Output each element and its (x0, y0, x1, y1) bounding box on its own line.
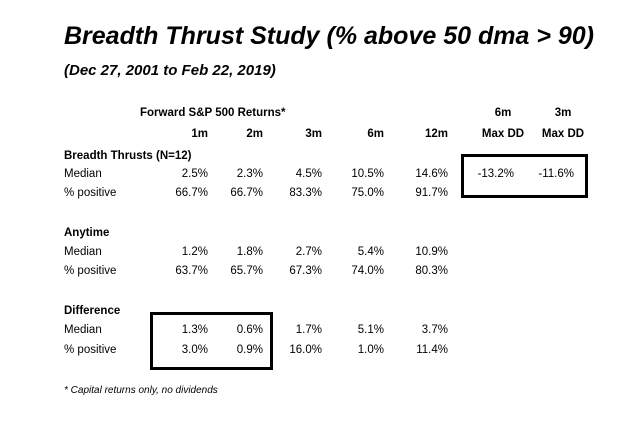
section-heading-breadth: Breadth Thrusts (N=12) (64, 150, 192, 162)
cell-difference-positive-2m: 0.9% (236, 344, 263, 356)
cell-anytime-median-6m: 5.4% (357, 246, 384, 258)
row-label-positive: % positive (64, 344, 117, 356)
cell-anytime-positive-12m: 80.3% (415, 265, 448, 277)
cell-difference-median-6m: 5.1% (357, 324, 384, 336)
cell-difference-median-1m: 1.3% (181, 324, 208, 336)
col-header-6m: 6m (367, 128, 384, 140)
row-label-positive: % positive (64, 187, 117, 199)
cell-difference-positive-1m: 3.0% (181, 344, 208, 356)
cell-difference-median-2m: 0.6% (236, 324, 263, 336)
cell-breadth-positive-6m: 75.0% (351, 187, 384, 199)
forward-returns-header: Forward S&P 500 Returns* (140, 107, 286, 119)
col-header-3m: 3m (305, 128, 322, 140)
cell-anytime-positive-1m: 63.7% (175, 265, 208, 277)
section-heading-difference: Difference (64, 305, 121, 317)
cell-anytime-positive-3m: 67.3% (289, 265, 322, 277)
cell-difference-positive-12m: 11.4% (416, 344, 448, 356)
cell-anytime-median-3m: 2.7% (295, 246, 322, 258)
cell-breadth-median-dd6m: -13.2% (477, 168, 514, 180)
section-heading-anytime: Anytime (64, 227, 110, 239)
cell-anytime-positive-6m: 74.0% (351, 265, 384, 277)
difference-highlight-box (150, 312, 273, 370)
cell-breadth-median-3m: 4.5% (295, 168, 322, 180)
cell-anytime-positive-2m: 65.7% (230, 265, 263, 277)
date-range-subtitle: (Dec 27, 2001 to Feb 22, 2019) (64, 62, 276, 79)
max-dd-highlight-box (461, 154, 588, 198)
footnote: * Capital returns only, no dividends (64, 385, 218, 396)
cell-difference-median-12m: 3.7% (421, 324, 448, 336)
col-header-2m: 2m (246, 128, 263, 140)
cell-difference-positive-6m: 1.0% (357, 344, 384, 356)
cell-breadth-median-1m: 2.5% (181, 168, 208, 180)
cell-breadth-positive-1m: 66.7% (175, 187, 208, 199)
cell-difference-median-3m: 1.7% (295, 324, 322, 336)
cell-anytime-median-12m: 10.9% (415, 246, 448, 258)
cell-difference-positive-3m: 16.0% (289, 344, 322, 356)
cell-breadth-median-6m: 10.5% (351, 168, 384, 180)
cell-breadth-median-12m: 14.6% (415, 168, 448, 180)
cell-breadth-median-dd3m: -11.6% (538, 168, 574, 180)
cell-anytime-median-2m: 1.8% (236, 246, 263, 258)
cell-breadth-median-2m: 2.3% (236, 168, 263, 180)
dd-6m-header-top: 6m (494, 107, 512, 119)
study-title: Breadth Thrust Study (% above 50 dma > 9… (64, 22, 594, 50)
row-label-median: Median (64, 324, 102, 336)
cell-breadth-positive-12m: 91.7% (415, 187, 448, 199)
cell-anytime-median-1m: 1.2% (181, 246, 208, 258)
cell-breadth-positive-3m: 83.3% (289, 187, 322, 199)
dd-3m-header-top: 3m (554, 107, 572, 119)
row-label-positive: % positive (64, 265, 117, 277)
dd-3m-header-bottom: Max DD (541, 128, 585, 140)
col-header-1m: 1m (191, 128, 208, 140)
row-label-median: Median (64, 246, 102, 258)
dd-6m-header-bottom: Max DD (481, 128, 525, 140)
col-header-12m: 12m (424, 128, 448, 140)
cell-breadth-positive-2m: 66.7% (230, 187, 263, 199)
row-label-median: Median (64, 168, 102, 180)
